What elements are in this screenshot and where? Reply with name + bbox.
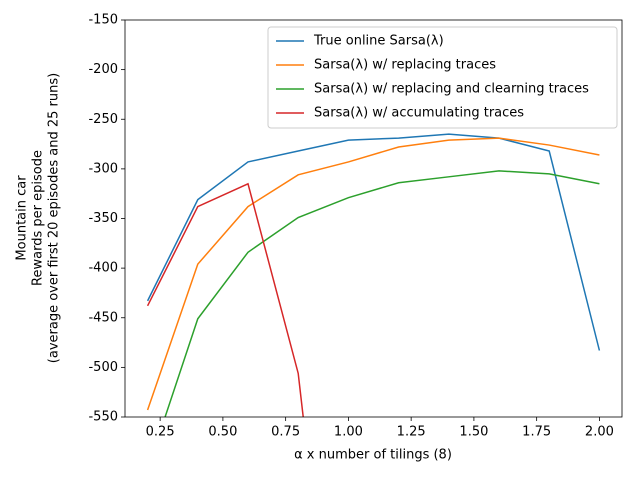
x-tick-label: 1.25: [397, 425, 426, 440]
y-tick-label: -150: [88, 13, 118, 28]
legend-label: Sarsa(λ) w/ replacing traces: [314, 58, 496, 73]
y-axis-label: Rewards per episode: [31, 150, 46, 286]
y-tick-label: -500: [88, 360, 118, 375]
y-axis-label: Mountain car: [15, 175, 30, 261]
x-tick-label: 1.75: [522, 425, 551, 440]
y-tick-label: -200: [88, 62, 118, 77]
legend-label: True online Sarsa(λ): [313, 34, 444, 49]
x-tick-label: 1.50: [459, 425, 488, 440]
y-tick-label: -400: [88, 261, 118, 276]
y-tick-label: -350: [88, 211, 118, 226]
x-axis-label: α x number of tilings (8): [294, 448, 452, 463]
legend-label: Sarsa(λ) w/ replacing and clearning trac…: [314, 82, 589, 97]
legend-label: Sarsa(λ) w/ accumulating traces: [314, 106, 524, 121]
series-line: [164, 170, 600, 417]
series-line: [146, 133, 601, 351]
x-tick-label: 0.25: [146, 425, 175, 440]
series-line: [146, 137, 600, 411]
x-tick-label: 1.00: [334, 425, 363, 440]
x-tick-label: 2.00: [585, 425, 614, 440]
legend-box: [267, 26, 618, 129]
x-tick-label: 0.75: [271, 425, 300, 440]
y-tick-label: -250: [88, 112, 118, 127]
series-line: [146, 182, 304, 417]
x-tick-label: 0.50: [208, 425, 237, 440]
y-tick-label: -300: [88, 161, 118, 176]
y-tick-label: -550: [88, 410, 118, 425]
plot-area: [146, 133, 601, 417]
y-axis-label: (average over first 20 episodes and 25 r…: [47, 73, 62, 363]
y-tick-label: -450: [88, 310, 118, 325]
plot-frame: [124, 19, 623, 418]
